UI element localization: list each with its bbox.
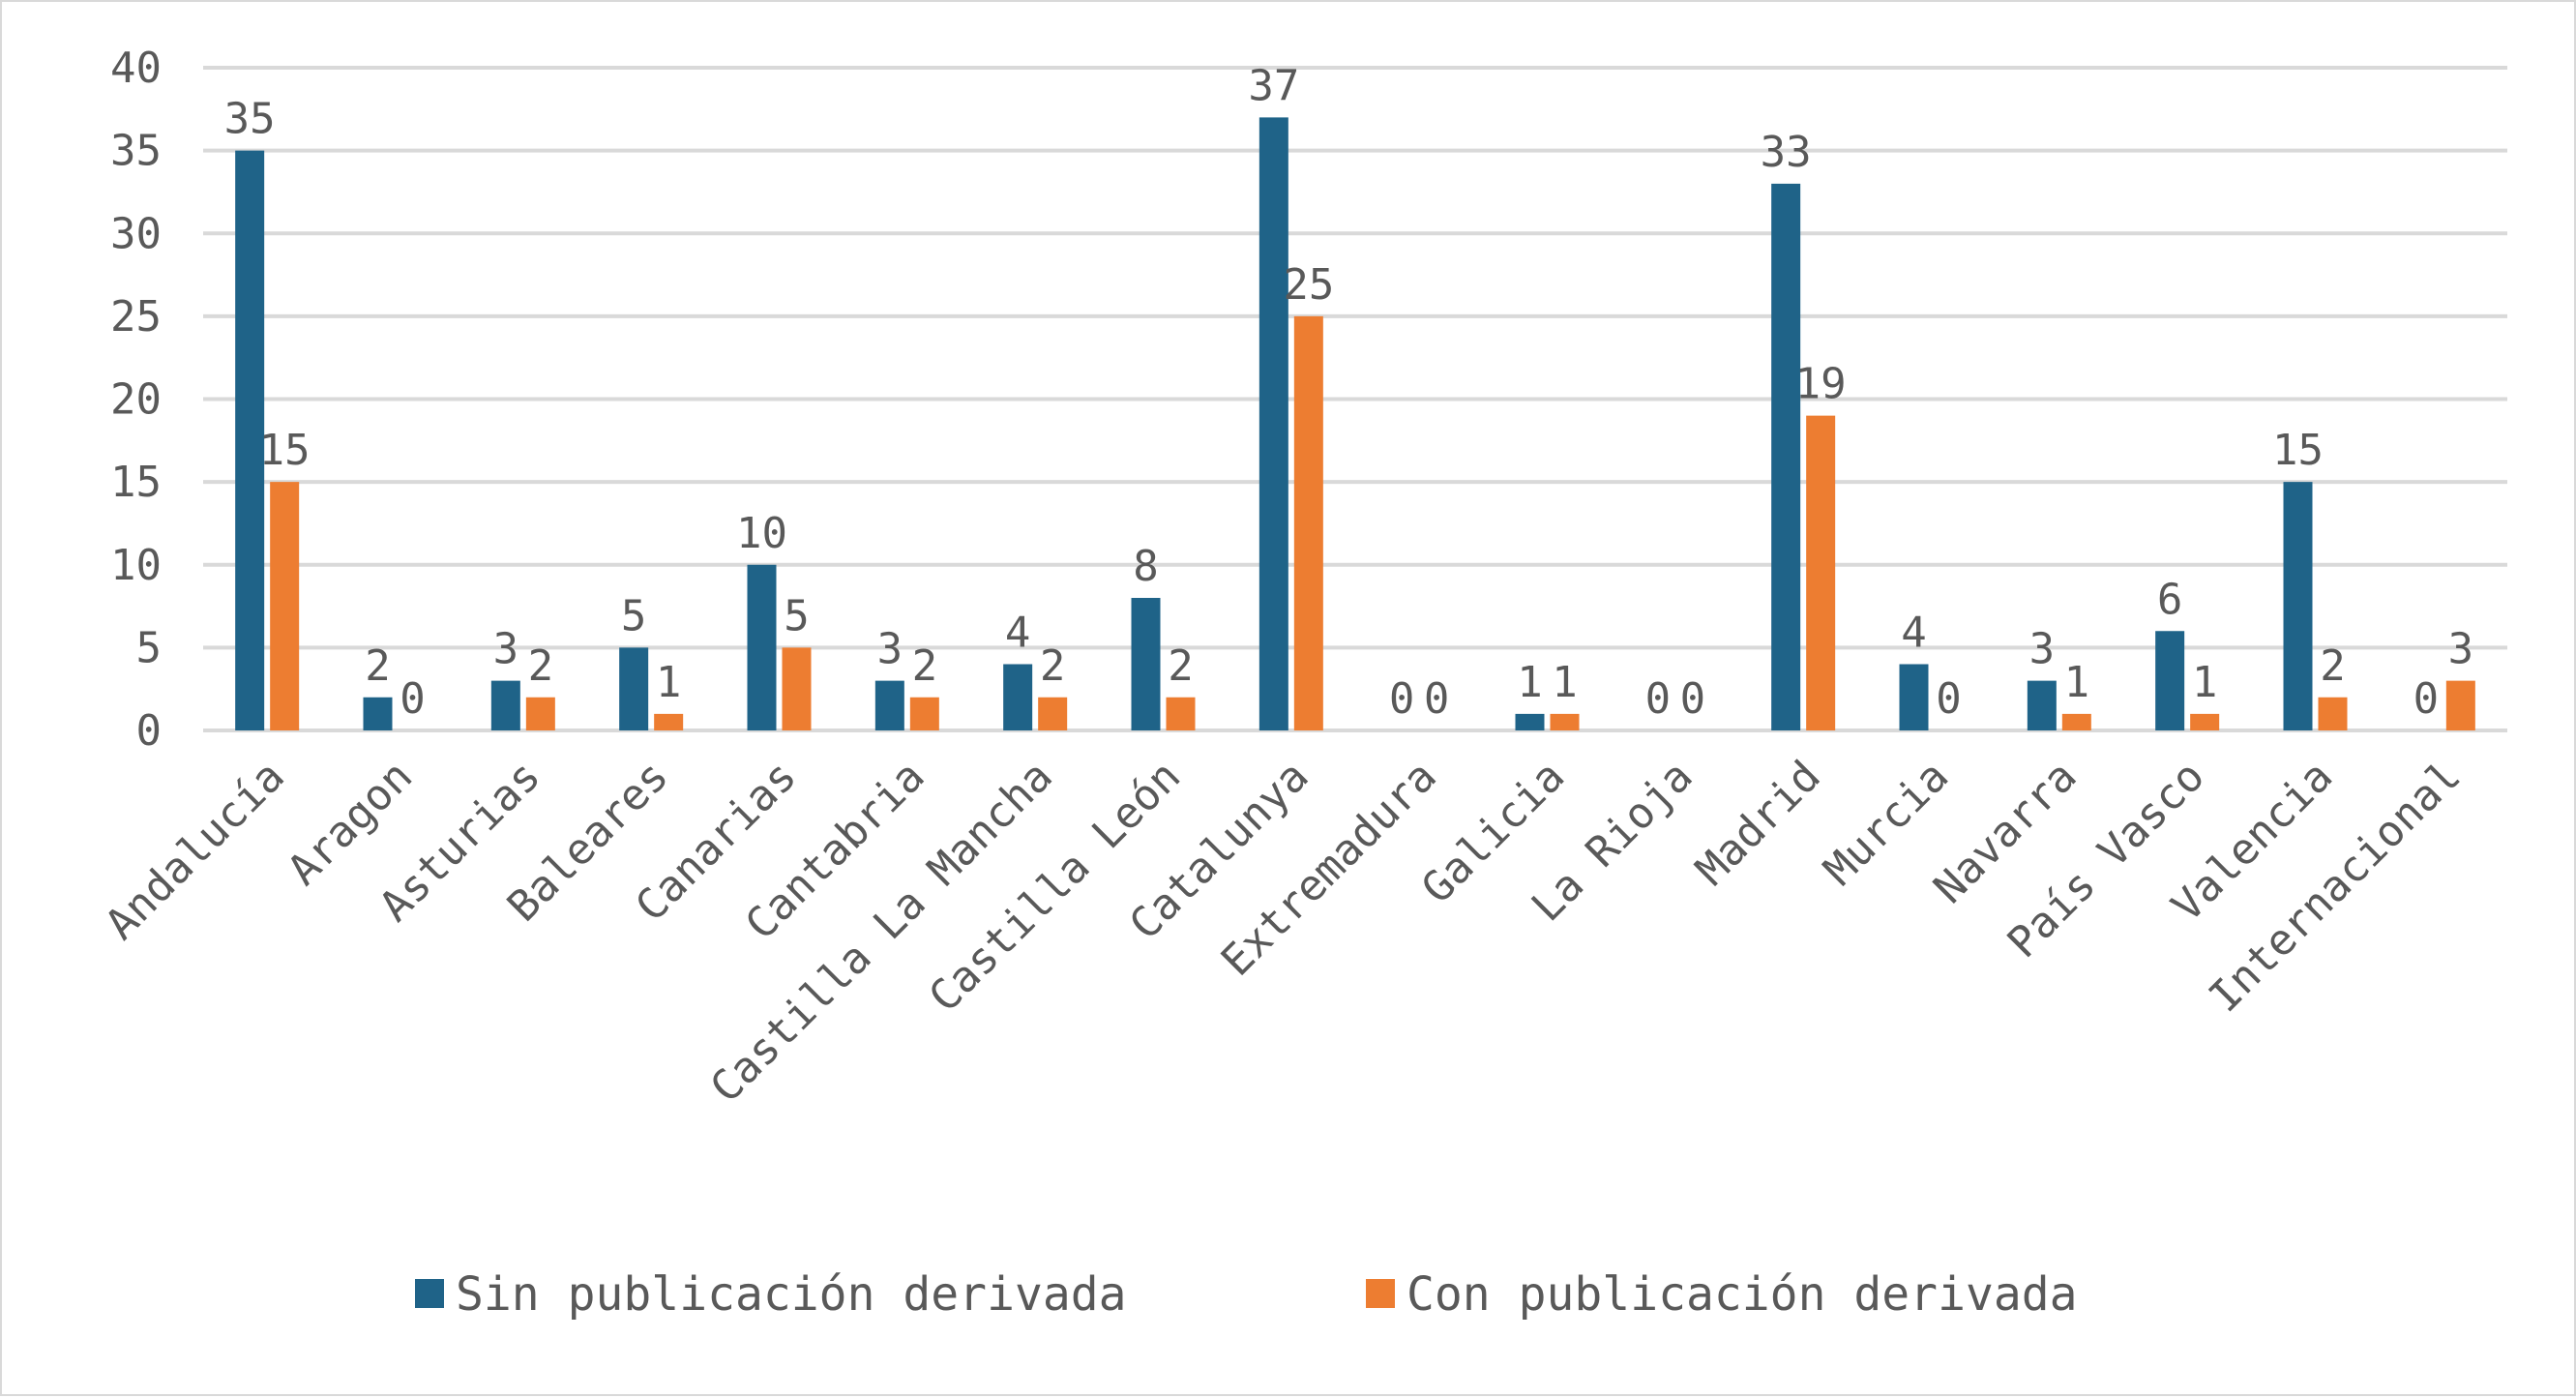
- legend-swatch: [415, 1279, 444, 1308]
- data-label: 25: [1283, 260, 1334, 310]
- data-label: 0: [1424, 674, 1450, 724]
- bar-con-12: [1806, 415, 1836, 730]
- bar-sin-3: [619, 647, 649, 730]
- data-label: 1: [1552, 658, 1578, 707]
- data-label: 0: [1680, 674, 1706, 724]
- data-label: 0: [1389, 674, 1415, 724]
- data-label: 3: [877, 625, 903, 674]
- data-label: 2: [912, 641, 938, 691]
- bar-con-16: [2318, 697, 2348, 730]
- bar-sin-14: [2027, 680, 2057, 730]
- data-label: 4: [1901, 609, 1927, 658]
- data-label: 33: [1761, 128, 1812, 177]
- bar-con-7: [1166, 697, 1196, 730]
- data-label: 1: [656, 658, 682, 707]
- bar-con-10: [1550, 713, 1580, 730]
- y-tick-label: 0: [136, 706, 163, 756]
- data-label: 2: [528, 641, 554, 691]
- data-label: 10: [736, 509, 787, 558]
- y-tick-label: 5: [136, 623, 163, 672]
- data-label: 6: [2157, 575, 2183, 624]
- data-label: 3: [2448, 625, 2474, 674]
- data-label: 3: [493, 625, 519, 674]
- category-label: Andalucía: [96, 752, 294, 950]
- bar-sin-0: [235, 150, 265, 730]
- bar-sin-2: [490, 680, 520, 730]
- data-label: 2: [1040, 641, 1066, 691]
- data-label: 1: [2192, 658, 2218, 707]
- bar-sin-12: [1771, 183, 1801, 730]
- bar-sin-6: [1003, 664, 1033, 730]
- bar-con-2: [525, 697, 555, 730]
- data-label: 1: [1517, 658, 1543, 707]
- data-label: 15: [2272, 426, 2324, 475]
- legend-swatch: [1366, 1279, 1395, 1308]
- bar-con-8: [1293, 315, 1323, 730]
- data-label: 15: [259, 426, 311, 475]
- data-label: 0: [1645, 674, 1672, 724]
- bar-con-5: [909, 697, 939, 730]
- bar-sin-16: [2283, 482, 2313, 730]
- bar-sin-4: [747, 564, 777, 730]
- data-label: 35: [224, 95, 276, 144]
- bar-sin-15: [2155, 631, 2185, 730]
- bar-con-0: [270, 482, 300, 730]
- bar-con-17: [2445, 680, 2475, 730]
- data-label: 4: [1005, 609, 1031, 658]
- data-label: 2: [1168, 641, 1194, 691]
- data-label: 19: [1795, 360, 1847, 409]
- bar-con-4: [782, 647, 812, 730]
- bar-sin-7: [1131, 598, 1161, 730]
- y-tick-label: 25: [110, 292, 162, 342]
- data-label: 3: [2029, 625, 2056, 674]
- data-label: 0: [1936, 674, 1962, 724]
- bar-sin-5: [874, 680, 904, 730]
- data-label: 1: [2064, 658, 2090, 707]
- y-tick-label: 10: [110, 541, 162, 590]
- y-tick-label: 20: [110, 375, 162, 425]
- bar-con-15: [2190, 713, 2220, 730]
- bar-con-6: [1038, 697, 1068, 730]
- category-label: Madrid: [1686, 752, 1829, 895]
- y-tick-label: 15: [110, 458, 162, 507]
- data-label: 2: [365, 641, 391, 691]
- bar-sin-1: [363, 697, 393, 730]
- data-label: 37: [1248, 61, 1299, 110]
- legend-label: Sin publicación derivada: [456, 1267, 1127, 1322]
- data-label: 5: [621, 591, 647, 640]
- legend-label: Con publicación derivada: [1406, 1267, 2078, 1322]
- bar-sin-10: [1515, 713, 1545, 730]
- y-tick-label: 40: [110, 44, 162, 93]
- data-label: 8: [1133, 542, 1159, 591]
- bar-sin-8: [1258, 117, 1288, 730]
- bar-sin-13: [1899, 664, 1929, 730]
- y-tick-label: 35: [110, 127, 162, 176]
- data-label: 0: [400, 674, 426, 724]
- bar-con-14: [2061, 713, 2091, 730]
- data-label: 2: [2320, 641, 2346, 691]
- bar-con-3: [654, 713, 684, 730]
- data-label: 0: [2413, 674, 2440, 724]
- y-tick-label: 30: [110, 209, 162, 258]
- data-label: 5: [784, 591, 810, 640]
